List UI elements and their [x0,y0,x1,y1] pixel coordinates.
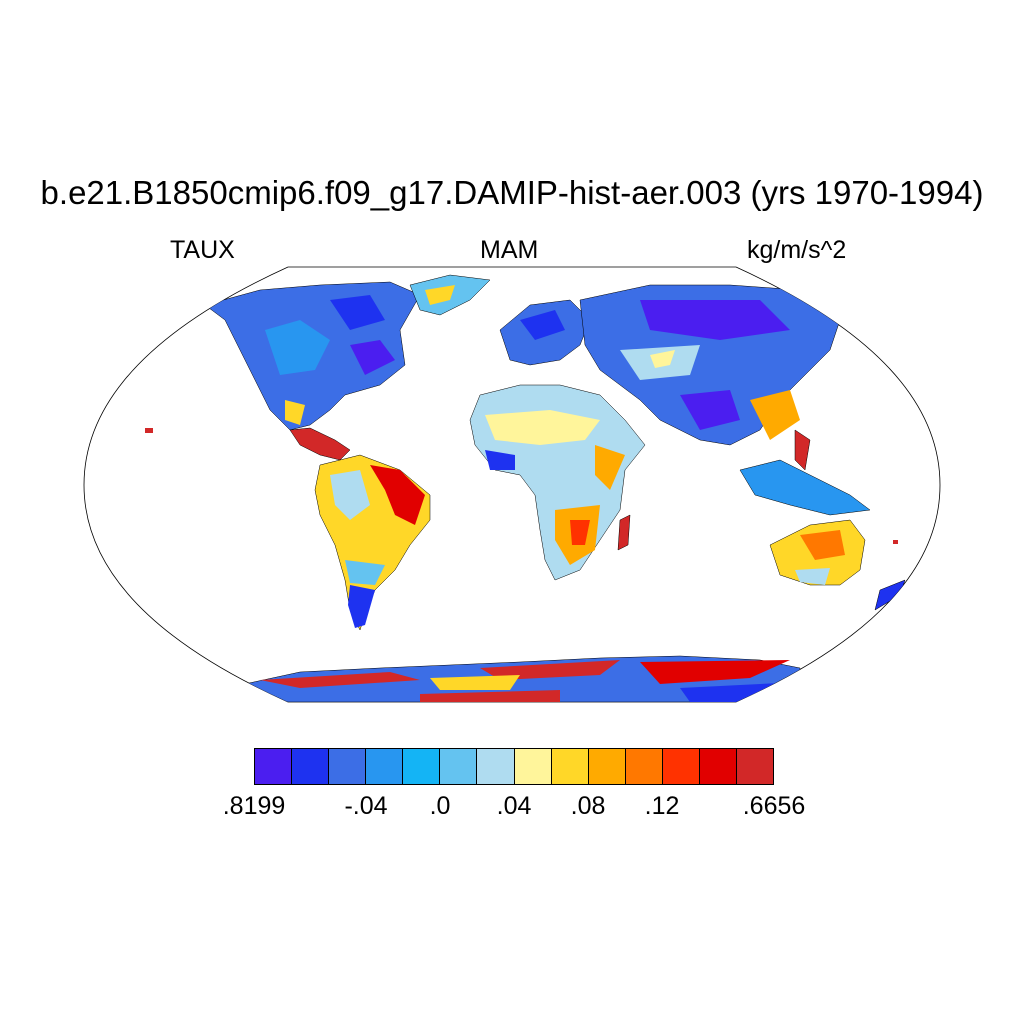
tick-label: .12 [644,792,680,820]
sa-patch-south [348,585,375,628]
tick-label: .0 [429,792,451,820]
colorbar-swatch [662,749,700,784]
asia-east [750,390,800,440]
colorbar-swatch [514,749,552,784]
africa-east [595,445,625,490]
antarctica-red-1 [260,672,420,688]
hawaii [145,428,153,433]
colorbar [254,748,774,785]
colorbar-swatch [737,749,774,784]
colorbar-swatch [588,749,626,784]
central-america [289,427,351,461]
colorbar-swatch [477,749,515,784]
season-label: MAM [480,236,539,264]
colorbar-swatch [292,749,330,784]
africa-south-core [570,520,590,545]
maritime-continent [739,459,871,516]
africa-west-blue [485,450,515,470]
antarctica-yellow [430,675,520,690]
australia-core [800,530,845,560]
plot-title: b.e21.B1850cmip6.f09_g17.DAMIP-hist-aer.… [40,174,984,211]
antarctica-red-3 [640,660,790,684]
tick-label: -.04 [344,792,388,820]
colorbar-swatch [366,749,404,784]
colorbar-swatch [255,749,293,784]
antarctica-red-4 [420,690,560,702]
na-patch-1 [265,320,330,375]
asia-north [640,300,790,340]
colorbar-swatch [699,749,738,784]
na-patch-4 [285,400,305,425]
colorbar-swatch [403,749,441,784]
tick-label: .08 [570,792,606,820]
australia-south [795,568,830,585]
new-caledonia [893,540,898,544]
variable-label: TAUX [170,236,235,264]
sa-patch-blue [330,470,370,520]
colorbar-swatch [551,749,589,784]
sa-patch-mid [345,560,385,585]
na-patch-3 [350,340,395,375]
tick-label: .8199 [222,792,286,820]
na-patch-2 [330,295,385,330]
madagascar [617,514,631,551]
colorbar-swatch [440,749,478,784]
africa-sahara [485,410,600,445]
tick-label: .6656 [742,792,806,820]
units-label: kg/m/s^2 [747,236,847,264]
antarctica-red-2 [480,660,620,680]
asia-mid [650,350,675,368]
colorbar-swatch [625,749,663,784]
europe-patch [520,310,565,340]
tick-label: .04 [496,792,532,820]
philippines [794,429,811,471]
greenland-patch [425,285,455,305]
sa-patch-red [370,465,425,525]
asia-south [680,390,740,430]
colorbar-swatch [329,749,367,784]
